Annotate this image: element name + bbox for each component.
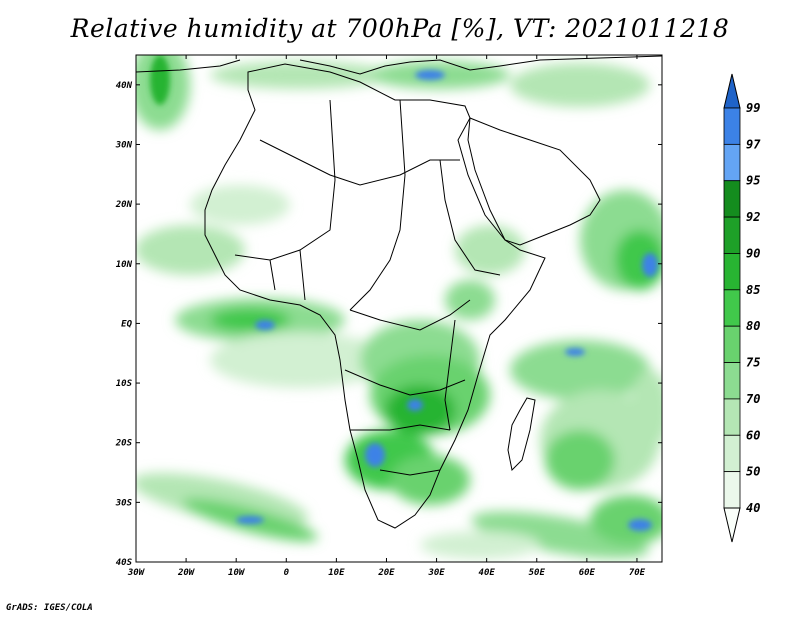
colorbar-label: 50 — [746, 465, 760, 479]
colorbar-swatch — [723, 362, 741, 400]
lon-label: 0 — [284, 568, 290, 578]
lon-label: 10E — [328, 568, 345, 578]
lat-label: EQ — [121, 319, 132, 329]
map-frame — [135, 54, 663, 563]
lon-label: 10W — [228, 568, 246, 578]
colorbar-swatch — [723, 143, 741, 182]
colorbar-label: 92 — [746, 210, 760, 224]
lon-label: 60E — [579, 568, 596, 578]
lat-label: 40N — [116, 81, 133, 91]
lat-label: 30S — [115, 498, 133, 508]
colorbar-swatch — [723, 289, 741, 327]
lat-label: 10N — [116, 260, 133, 270]
credit-text: GrADS: IGES/COLA — [6, 603, 93, 613]
colorbar-label: 95 — [746, 174, 760, 188]
colorbar: 99 97 95 92 90 85 80 75 70 60 50 40 — [723, 73, 761, 543]
lat-label: 20S — [115, 439, 133, 449]
colorbar-bottom-arrow — [723, 507, 741, 543]
colorbar-label: 99 — [746, 101, 760, 115]
colorbar-label: 90 — [746, 246, 760, 260]
lat-label: 10S — [116, 379, 133, 389]
colorbar-swatch — [723, 434, 741, 473]
lon-label: 30E — [427, 568, 445, 578]
colorbar-swatch — [723, 325, 741, 363]
lon-label: 70E — [629, 568, 646, 578]
figure-title: Relative humidity at 700hPa [%], VT: 202… — [70, 14, 730, 43]
colorbar-label: 97 — [746, 137, 761, 151]
axis-ticks — [135, 55, 662, 563]
humidity-field — [136, 55, 662, 559]
colorbar-label: 40 — [746, 501, 760, 515]
lat-label: 30N — [115, 140, 133, 150]
colorbar-label: 85 — [746, 283, 760, 297]
lon-label: 20W — [177, 568, 196, 578]
colorbar-label: 60 — [746, 428, 760, 442]
lon-label: 40E — [479, 568, 496, 578]
colorbar-top-arrow — [723, 73, 741, 109]
colorbar-swatch — [723, 398, 741, 436]
latitude-labels: 40N 30N 20N 10N EQ 10S 20S 30S 40S — [115, 81, 133, 568]
lon-label: 30W — [127, 568, 146, 578]
longitude-labels: 30W 20W 10W 0 10E 20E 30E 40E 50E 60E 70E — [127, 568, 646, 578]
lon-label: 50E — [529, 568, 546, 578]
colorbar-swatch — [723, 107, 741, 145]
lat-label: 40S — [116, 558, 133, 568]
colorbar-label: 75 — [746, 356, 760, 370]
colorbar-swatch — [723, 216, 741, 254]
lat-label: 20N — [115, 200, 133, 210]
coastline — [136, 55, 662, 529]
colorbar-swatch — [723, 253, 741, 291]
colorbar-label: 70 — [746, 392, 760, 406]
colorbar-swatch — [723, 471, 741, 509]
colorbar-label: 80 — [746, 319, 760, 333]
colorbar-swatch — [723, 180, 741, 218]
lon-label: 20E — [377, 568, 395, 578]
